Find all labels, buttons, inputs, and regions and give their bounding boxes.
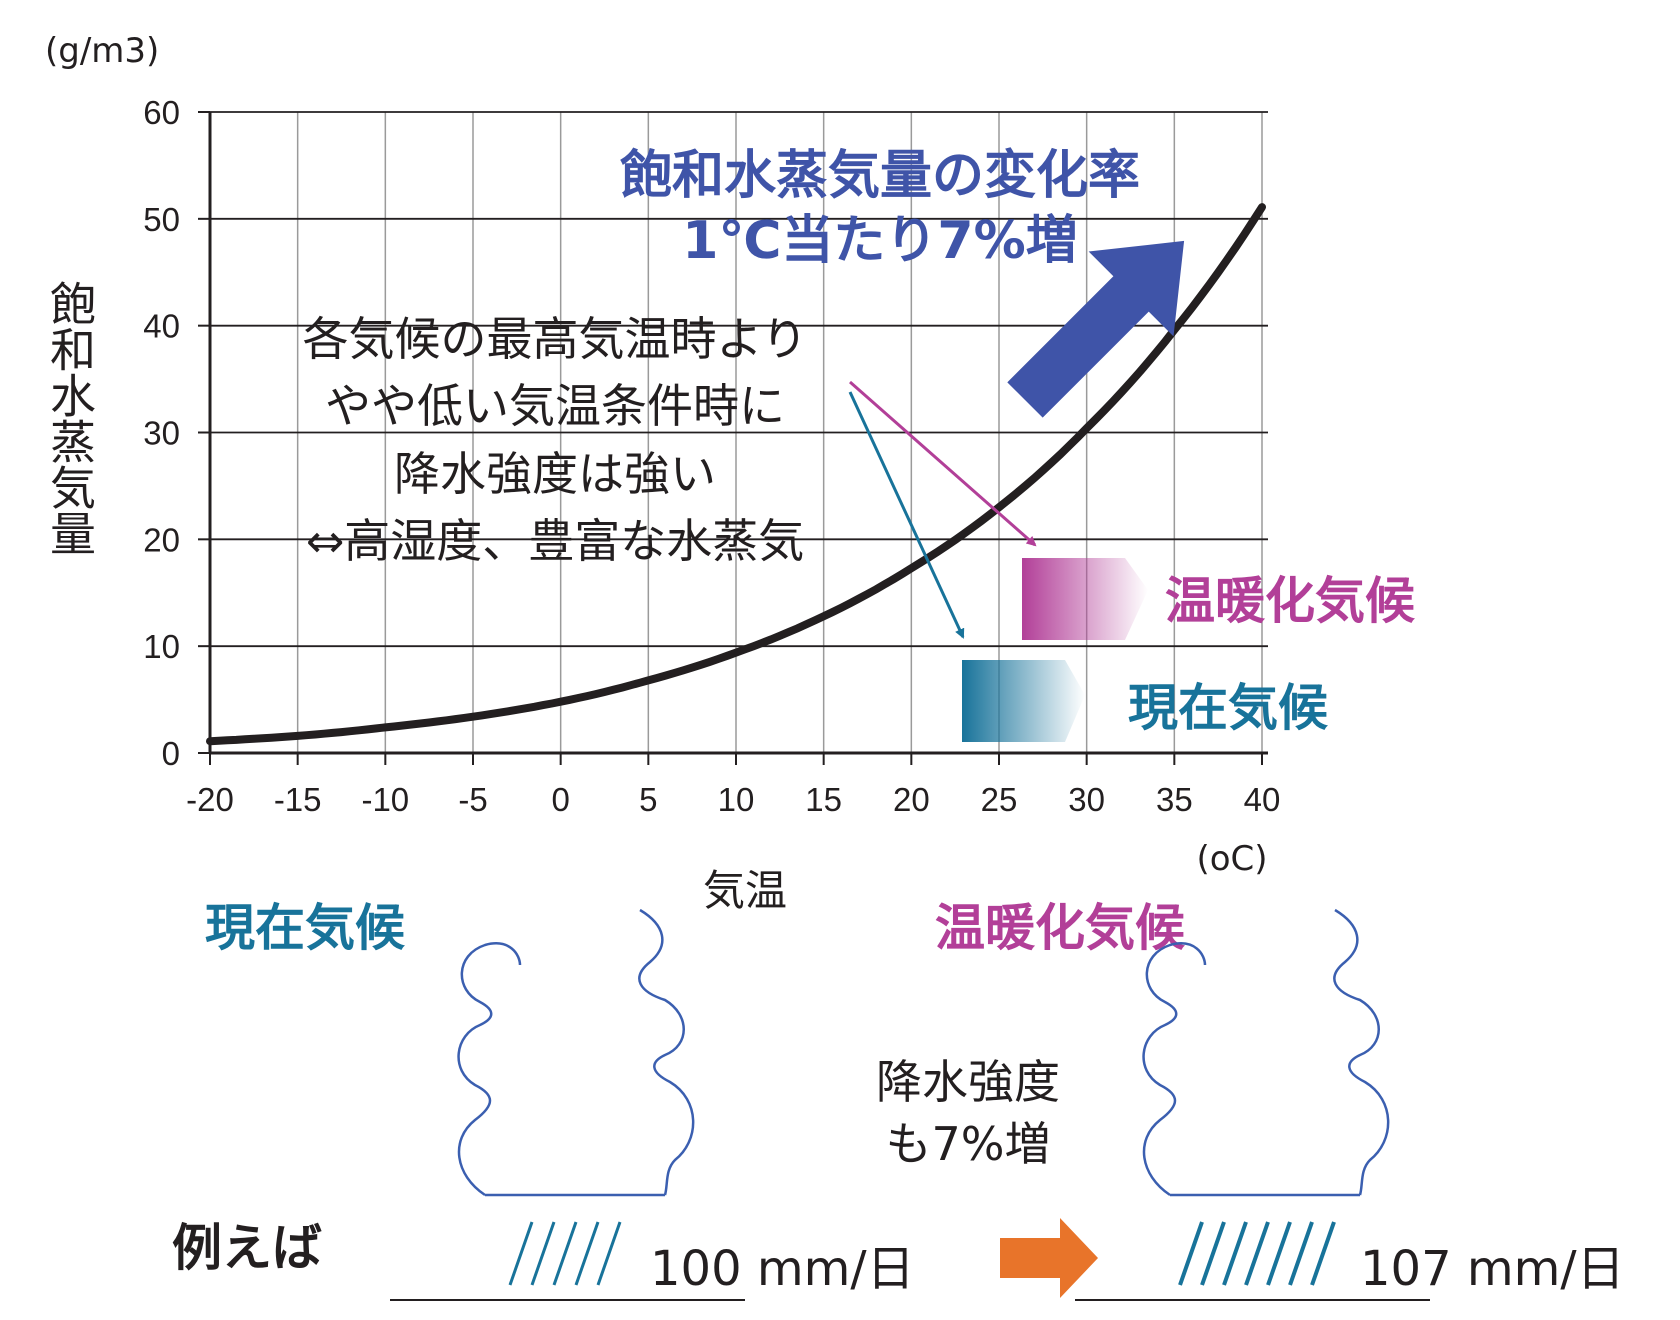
y-tick-label: 60 xyxy=(143,94,180,131)
rain-line xyxy=(596,1221,622,1286)
x-tick-label: -10 xyxy=(361,781,409,818)
y-tick-label: 30 xyxy=(143,415,180,452)
cloud-left xyxy=(457,908,695,1197)
series-points xyxy=(208,205,1264,744)
x-tick-label: 35 xyxy=(1156,781,1193,818)
warm-climate-block xyxy=(1022,558,1148,640)
data-point xyxy=(997,505,1001,510)
y-tick-label: 40 xyxy=(143,308,180,345)
rain-line xyxy=(508,1221,534,1286)
rain-line xyxy=(1288,1221,1314,1286)
x-tick-label: 0 xyxy=(551,781,569,818)
current-rain-value: 100 mm/日 xyxy=(650,1241,915,1297)
x-tick-label: -15 xyxy=(274,781,322,818)
data-point xyxy=(646,678,651,683)
warm-climate-label: 温暖化気候 xyxy=(1165,572,1415,630)
x-tick-label: 10 xyxy=(718,781,755,818)
y-tick-label: 20 xyxy=(143,521,180,558)
middle-line-1: 降水強度 xyxy=(876,1055,1060,1109)
x-tick-label: -20 xyxy=(186,781,234,818)
y-tick-label: 50 xyxy=(143,201,180,238)
rain-line xyxy=(1266,1221,1292,1286)
x-tick-label: 15 xyxy=(805,781,842,818)
rate-subtitle: 1℃当たり7%増 xyxy=(682,211,1077,271)
y-ticks: 0 10 20 30 40 50 60 xyxy=(143,94,210,772)
note-line-2: やや低い気温条件時に xyxy=(325,379,785,433)
data-point xyxy=(821,614,826,619)
current-climate-block xyxy=(962,660,1085,742)
data-point xyxy=(734,650,738,655)
middle-line-2: も7%増 xyxy=(886,1117,1051,1171)
orange-arrow xyxy=(1000,1218,1098,1298)
rain-left xyxy=(508,1221,622,1286)
x-unit: (oC) xyxy=(1196,839,1267,879)
current-climate-label: 現在気候 xyxy=(1128,679,1328,737)
rain-line xyxy=(1222,1221,1248,1286)
rain-line xyxy=(552,1221,578,1286)
bottom-current-label: 現在気候 xyxy=(205,899,405,957)
rain-line xyxy=(1244,1221,1270,1286)
grid xyxy=(210,111,1268,753)
data-point xyxy=(1260,205,1264,210)
pointer-warm xyxy=(849,380,1037,547)
x-tick-label: -5 xyxy=(458,781,487,818)
rain-line xyxy=(530,1221,556,1286)
x-axis-label: 気温 xyxy=(703,866,787,915)
x-tick-label: 40 xyxy=(1244,781,1281,818)
pointer-current xyxy=(848,391,965,639)
data-point xyxy=(208,739,212,744)
example-label: 例えば xyxy=(172,1219,322,1277)
y-tick-label: 10 xyxy=(143,628,180,665)
rain-line xyxy=(1178,1221,1204,1286)
note-line-1: 各気候の最高気温時より xyxy=(302,312,807,366)
rate-title: 飽和水蒸気量の変化率 xyxy=(620,146,1140,206)
cloud-right xyxy=(1142,908,1390,1197)
rain-line xyxy=(1310,1221,1336,1286)
x-tick-label: 25 xyxy=(981,781,1018,818)
x-ticks: -20 -15 -10 -5 0 5 10 15 20 25 30 35 40 xyxy=(186,753,1280,818)
data-point xyxy=(909,566,914,571)
bottom-warm-label: 温暖化気候 xyxy=(935,899,1185,957)
data-point xyxy=(558,699,563,704)
data-point xyxy=(471,714,475,719)
x-tick-label: 20 xyxy=(893,781,930,818)
note-line-3: 降水強度は強い xyxy=(394,447,716,501)
rain-line xyxy=(574,1221,600,1286)
y-unit: (g/m3) xyxy=(45,31,159,71)
rain-right xyxy=(1178,1221,1336,1286)
rate-arrow xyxy=(1007,240,1185,418)
note-line-4: ⇔高湿度、豊富な水蒸気 xyxy=(306,514,805,568)
y-axis-label: 飽和水蒸気量 xyxy=(43,280,97,556)
data-point xyxy=(295,733,300,738)
data-point xyxy=(383,725,388,730)
data-point xyxy=(1084,426,1089,431)
rain-line xyxy=(1200,1221,1226,1286)
warm-rain-value: 107 mm/日 xyxy=(1360,1241,1625,1297)
y-tick-label: 0 xyxy=(162,735,180,772)
x-tick-label: 30 xyxy=(1068,781,1105,818)
x-tick-label: 5 xyxy=(639,781,657,818)
